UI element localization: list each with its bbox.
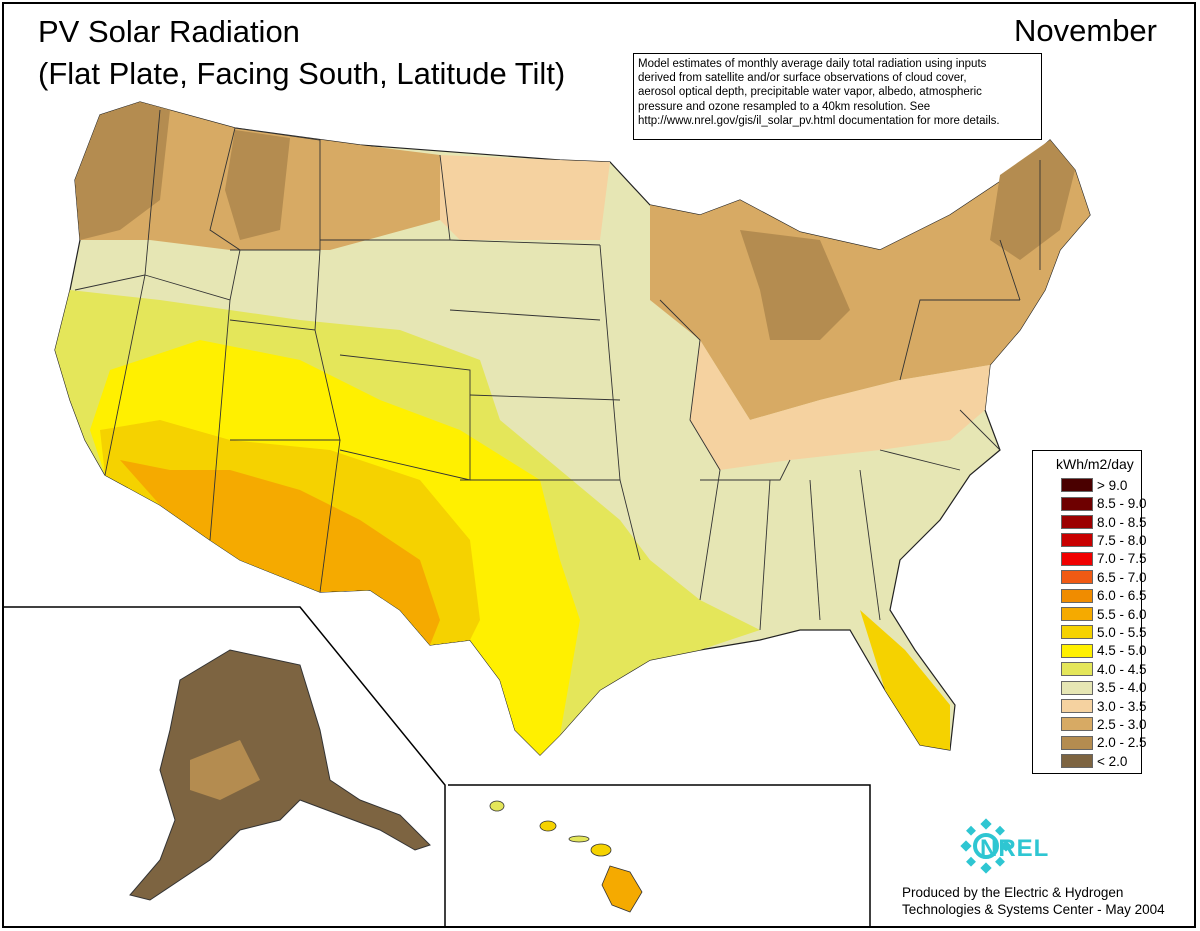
map-subtitle: (Flat Plate, Facing South, Latitude Tilt… (38, 56, 566, 91)
hawaii-inset-border (448, 784, 871, 926)
legend-title: kWh/m2/day (1056, 456, 1134, 472)
great-lakes-dark-region (650, 140, 1090, 420)
month-label: November (1014, 13, 1157, 48)
credit-line: Produced by the Electric & Hydrogen (902, 885, 1124, 900)
legend-item: < 2.0 (1061, 752, 1127, 771)
legend-swatch (1061, 551, 1093, 566)
legend-item: > 9.0 (1061, 476, 1127, 495)
big-island (601, 865, 643, 913)
northern-plains-light-region (440, 155, 610, 240)
legend-item: 6.5 - 7.0 (1061, 568, 1147, 587)
legend-swatch (1061, 533, 1093, 548)
legend-swatch (1061, 625, 1093, 640)
conus-map (54, 101, 1091, 756)
legend-label: 2.5 - 3.0 (1097, 716, 1147, 732)
legend-label: 8.0 - 8.5 (1097, 514, 1147, 530)
legend-label: < 2.0 (1097, 753, 1128, 769)
ohio-valley-light-region (690, 340, 990, 470)
legend-label: 4.0 - 4.5 (1097, 661, 1147, 677)
legend-label: 4.5 - 5.0 (1097, 643, 1147, 659)
note-line: Model estimates of monthly average daily… (638, 58, 987, 70)
legend-label: 7.5 - 8.0 (1097, 532, 1147, 548)
legend-label: 6.5 - 7.0 (1097, 569, 1147, 585)
legend-item: 8.0 - 8.5 (1061, 513, 1147, 532)
legend-label: 3.0 - 3.5 (1097, 698, 1147, 714)
legend-swatch (1061, 515, 1093, 530)
legend: kWh/m2/day > 9.0 8.5 - 9.0 8.0 - 8.5 7.5 - … (1032, 450, 1147, 774)
michigan-dark-region (740, 230, 850, 340)
hawaii-inset (448, 784, 871, 926)
legend-item: 7.5 - 8.0 (1061, 531, 1147, 550)
legend-swatch (1061, 643, 1093, 658)
alaska-inset (2, 606, 446, 926)
legend-label: 5.5 - 6.0 (1097, 606, 1147, 622)
legend-item: 8.5 - 9.0 (1061, 494, 1147, 513)
legend-item: 2.5 - 3.0 (1061, 715, 1147, 734)
legend-label: 8.5 - 9.0 (1097, 496, 1147, 512)
legend-swatch (1061, 717, 1093, 732)
note-line: derived from satellite and/or surface ob… (638, 72, 967, 85)
note-line: aerosol optical depth, precipitable wate… (638, 86, 982, 99)
methodology-note: Model estimates of monthly average daily… (633, 53, 1042, 140)
alaska-light-patch (190, 740, 260, 800)
credit-line: Technologies & Systems Center - May 2004 (902, 902, 1165, 917)
legend-label: 2.0 - 2.5 (1097, 735, 1147, 751)
molokai-island (568, 835, 590, 843)
idaho-dark-region (225, 130, 290, 240)
legend-item: 7.0 - 7.5 (1061, 550, 1147, 569)
maui-island (590, 843, 612, 857)
state-boundaries (74, 109, 1041, 631)
oahu-island (539, 820, 557, 832)
legend-swatch (1061, 754, 1093, 769)
legend-swatch (1061, 570, 1093, 585)
nrel-logo-text: NREL (980, 835, 1050, 862)
nrel-logo-icon (960, 818, 1012, 874)
legend-item: 3.0 - 3.5 (1061, 697, 1147, 716)
legend-item: 5.5 - 6.0 (1061, 605, 1147, 624)
legend-swatch (1061, 699, 1093, 714)
legend-label: 5.0 - 5.5 (1097, 624, 1147, 640)
legend-item: 4.0 - 4.5 (1061, 660, 1147, 679)
legend-label: 6.0 - 6.5 (1097, 588, 1147, 604)
legend-swatch (1061, 735, 1093, 750)
desert-orange-region (120, 460, 440, 645)
legend-swatch (1061, 680, 1093, 695)
legend-label: 7.0 - 7.5 (1097, 551, 1147, 567)
legend-item: 4.5 - 5.0 (1061, 642, 1147, 661)
map-title: PV Solar Radiation (38, 14, 300, 49)
legend-swatch (1061, 478, 1093, 493)
legend-item: 6.0 - 6.5 (1061, 586, 1147, 605)
florida-yellow-region (860, 610, 950, 750)
legend-item: 2.0 - 2.5 (1061, 734, 1147, 753)
legend-swatch (1061, 496, 1093, 511)
alaska-shape (129, 649, 431, 901)
legend-label: > 9.0 (1097, 477, 1128, 493)
legend-label: 3.5 - 4.0 (1097, 680, 1147, 696)
legend-item: 3.5 - 4.0 (1061, 678, 1147, 697)
legend-swatch (1061, 662, 1093, 677)
northeast-dark-region (990, 140, 1075, 260)
note-line: pressure and ozone resampled to a 40km r… (638, 100, 931, 113)
legend-swatch (1061, 607, 1093, 622)
alaska-inset-border (2, 606, 446, 926)
legend-item: 5.0 - 5.5 (1061, 623, 1147, 642)
legend-swatch (1061, 588, 1093, 603)
note-line: http://www.nrel.gov/gis/il_solar_pv.html… (638, 114, 1000, 127)
kauai-island (489, 800, 505, 812)
credit: Produced by the Electric & Hydrogen Tech… (902, 884, 1165, 918)
northwest-dark-region (75, 102, 170, 240)
